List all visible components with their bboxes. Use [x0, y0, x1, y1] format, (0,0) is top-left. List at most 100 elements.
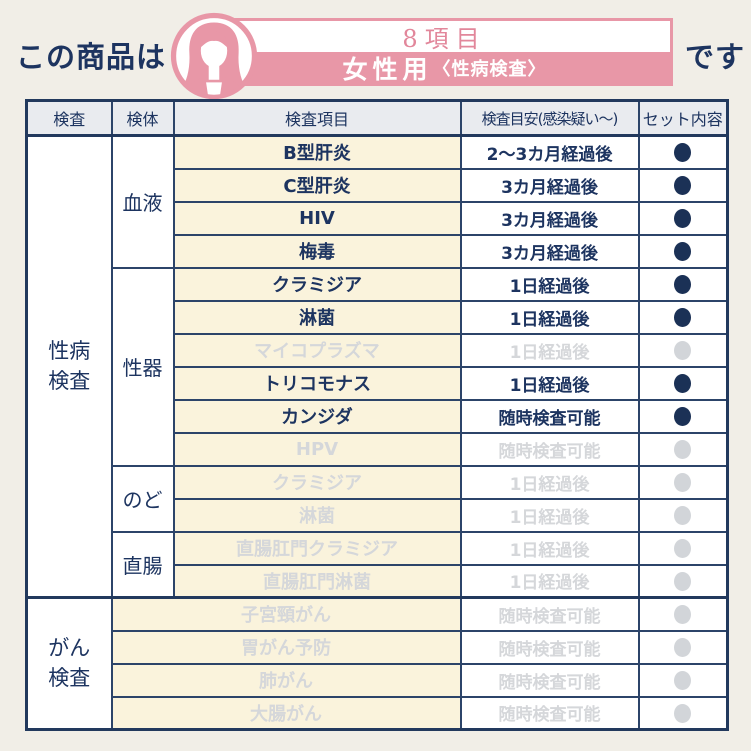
excluded-dot — [674, 671, 692, 690]
test-timing: 1日経過後 — [459, 563, 640, 599]
set-content-cell — [637, 695, 729, 731]
table-row: マイコプラズマ 1日経過後 — [27, 332, 729, 368]
test-item-name: カンジダ — [172, 398, 462, 434]
set-content-cell — [637, 431, 729, 467]
test-timing: 随時検査可能 — [459, 662, 640, 698]
table-row: 大腸がん 随時検査可能 — [27, 695, 729, 731]
set-content-cell — [637, 464, 729, 500]
test-item-name: マイコプラズマ — [172, 332, 462, 368]
test-item-name: 淋菌 — [172, 299, 462, 335]
set-content-cell — [637, 662, 729, 698]
product-badge: 8項目 女性用 〈性病検査〉 — [170, 12, 681, 100]
test-item-name: HIV — [172, 200, 462, 236]
excluded-dot — [674, 506, 692, 525]
col-header-category: 検査 — [25, 99, 113, 137]
set-content-cell — [637, 530, 729, 566]
test-item-name: 淋菌 — [172, 497, 462, 533]
specimen-label: のど — [110, 464, 175, 533]
table-row: トリコモナス 1日経過後 — [27, 365, 729, 401]
set-content-cell — [637, 596, 729, 632]
excluded-dot — [674, 703, 692, 723]
test-timing: 随時検査可能 — [459, 431, 640, 467]
test-item-name: 直腸肛門淋菌 — [172, 563, 462, 599]
set-content-cell — [637, 497, 729, 533]
table-row: 直腸 直腸肛門クラミジア 1日経過後 — [27, 530, 729, 599]
test-timing: 1日経過後 — [459, 365, 640, 401]
test-timing: 1日経過後 — [459, 464, 640, 500]
test-timing: 3カ月経過後 — [459, 233, 640, 269]
table-row: 直腸肛門淋菌 1日経過後 — [27, 563, 729, 599]
test-item-name: 直腸肛門クラミジア — [172, 530, 462, 566]
table-row: 淋菌 1日経過後 — [27, 497, 729, 533]
test-timing: 随時検査可能 — [459, 398, 640, 434]
woman-avatar-icon — [170, 12, 258, 100]
headline: この商品は 8項目 女性用 〈性病検査〉 です — [16, 12, 745, 100]
set-content-cell — [637, 629, 729, 665]
test-timing: 3カ月経過後 — [459, 200, 640, 236]
excluded-dot — [674, 638, 692, 657]
headline-prefix: この商品は — [16, 40, 167, 74]
col-header-specimen: 検体 — [110, 99, 175, 137]
table-row: 性病 検査 血液 B型肝炎 2～3カ月経過後 — [25, 134, 729, 599]
table-row: HIV 3カ月経過後 — [27, 200, 729, 236]
included-dot — [674, 143, 692, 163]
included-dot — [674, 407, 692, 426]
table-row: カンジダ 随時検査可能 — [27, 398, 729, 434]
excluded-dot — [674, 571, 692, 591]
badge-item-count: 8項目 — [402, 25, 487, 53]
test-timing: 1日経過後 — [459, 266, 640, 302]
test-item-name: 大腸がん — [110, 695, 462, 731]
excluded-dot — [674, 539, 692, 558]
col-header-set: セット内容 — [637, 99, 729, 137]
test-timing: 3カ月経過後 — [459, 167, 640, 203]
header-row: 検査 検体 検査項目 検査目安(感染疑い～) セット内容 — [25, 99, 729, 137]
included-dot — [674, 209, 692, 228]
set-content-cell — [637, 332, 729, 368]
category-label: がん 検査 — [25, 596, 113, 731]
excluded-dot — [674, 605, 692, 625]
table-row: 肺がん 随時検査可能 — [27, 662, 729, 698]
included-dot — [674, 176, 692, 195]
test-timing: 随時検査可能 — [459, 596, 640, 632]
specimen-label: 性器 — [110, 266, 175, 467]
category-label: 性病 検査 — [25, 134, 113, 599]
headline-suffix: です — [684, 40, 745, 74]
table-row: 淋菌 1日経過後 — [27, 299, 729, 335]
excluded-dot — [674, 473, 692, 492]
test-item-name: C型肝炎 — [172, 167, 462, 203]
test-timing: 2～3カ月経過後 — [459, 134, 640, 170]
table-row: 梅毒 3カ月経過後 — [27, 233, 729, 269]
excluded-dot — [674, 440, 692, 459]
test-item-name: クラミジア — [172, 464, 462, 500]
badge-title-sub: 〈性病検査〉 — [432, 58, 547, 80]
test-item-name: クラミジア — [172, 266, 462, 302]
test-timing: 随時検査可能 — [459, 695, 640, 731]
badge-pill: 8項目 女性用 〈性病検査〉 — [216, 18, 673, 86]
test-timing: 随時検査可能 — [459, 629, 640, 665]
set-content-cell — [637, 365, 729, 401]
included-dot — [674, 242, 692, 261]
table-row: 性器 クラミジア 1日経過後 — [27, 266, 729, 467]
table-row: 胃がん予防 随時検査可能 — [27, 629, 729, 665]
test-timing: 1日経過後 — [459, 332, 640, 368]
set-content-cell — [637, 266, 729, 302]
excluded-dot — [674, 341, 692, 360]
badge-title: 女性用 〈性病検査〉 — [219, 52, 670, 84]
test-timing: 1日経過後 — [459, 497, 640, 533]
test-item-name: 梅毒 — [172, 233, 462, 269]
col-header-timing: 検査目安(感染疑い～) — [459, 99, 640, 137]
table-row: のど クラミジア 1日経過後 — [27, 464, 729, 533]
table-row: C型肝炎 3カ月経過後 — [27, 167, 729, 203]
included-dot — [674, 308, 692, 327]
included-dot — [674, 275, 692, 294]
specimen-label: 直腸 — [110, 530, 175, 599]
set-content-cell — [637, 134, 729, 170]
set-content-cell — [637, 167, 729, 203]
set-content-cell — [637, 299, 729, 335]
test-timing: 1日経過後 — [459, 299, 640, 335]
test-overview-table: 検査 検体 検査項目 検査目安(感染疑い～) セット内容 性病 検査 血液 B型肝炎… — [25, 99, 729, 731]
test-item-name: 子宮頸がん — [110, 596, 462, 632]
test-item-name: トリコモナス — [172, 365, 462, 401]
set-content-cell — [637, 200, 729, 236]
specimen-label: 血液 — [110, 134, 175, 269]
